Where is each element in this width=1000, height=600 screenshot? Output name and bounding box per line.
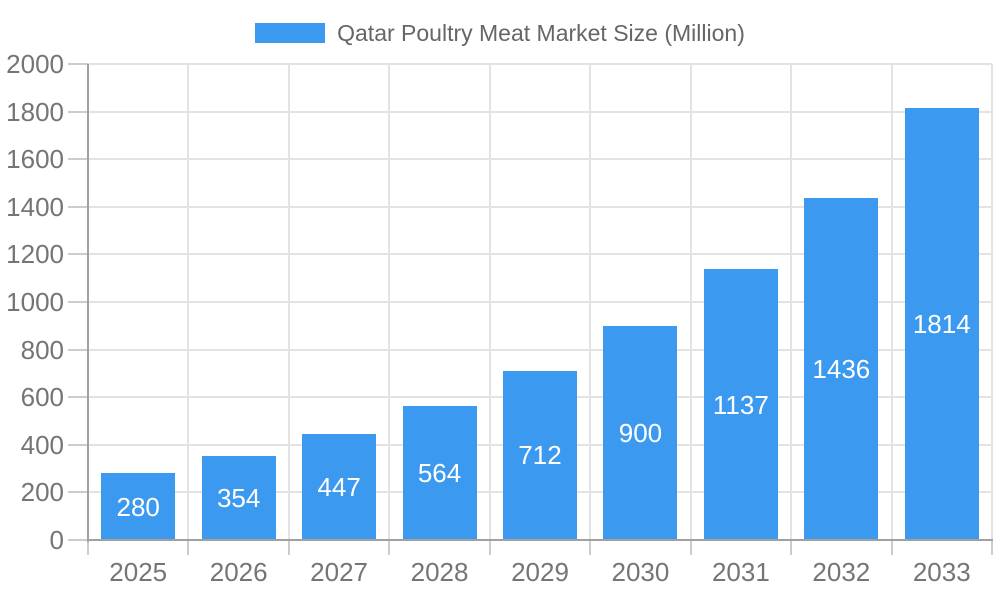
bar (703, 269, 778, 540)
bar (302, 433, 377, 540)
x-tick-label: 2027 (310, 557, 369, 587)
x-tick-label: 2030 (611, 557, 670, 587)
x-axis-tick (87, 541, 89, 555)
bar (101, 473, 176, 540)
h-gridline (88, 205, 992, 208)
bar-value-label: 1137 (712, 389, 769, 420)
h-gridline (88, 63, 992, 65)
x-axis-tick (187, 541, 190, 555)
v-gridline (689, 64, 692, 540)
x-axis-tick (589, 541, 592, 555)
bar-value-label: 1814 (912, 309, 971, 340)
y-tick-label: 800 (20, 334, 64, 365)
x-tick-label: 2028 (410, 557, 469, 587)
v-gridline (890, 64, 893, 540)
y-tick-label: 1000 (6, 287, 64, 317)
y-axis-tick (68, 253, 88, 256)
h-gridline (88, 253, 992, 256)
v-gridline (388, 64, 391, 540)
x-axis-tick (488, 541, 491, 555)
bar-value-label: 564 (417, 457, 462, 488)
bar (904, 108, 979, 540)
bar-value-label: 280 (116, 491, 160, 522)
x-tick-label: 2033 (912, 557, 971, 587)
bar-value-label: 1436 (812, 354, 871, 385)
bar-value-label: 354 (216, 482, 261, 513)
h-gridline (88, 110, 992, 113)
legend-item[interactable]: Qatar Poultry Meat Market Size (Million) (0, 19, 1000, 47)
x-tick-label: 2031 (711, 557, 770, 587)
y-tick-label: 1200 (6, 239, 64, 270)
x-axis-tick (790, 541, 793, 555)
y-axis-tick (68, 539, 88, 541)
y-tick-label: 1400 (6, 191, 64, 222)
y-axis-tick (68, 301, 88, 303)
bar (804, 198, 879, 540)
v-gridline (187, 64, 190, 540)
y-tick-label: 200 (20, 477, 64, 508)
y-tick-label: 600 (20, 382, 64, 413)
x-tick-label: 2026 (209, 557, 268, 587)
y-tick-label: 1800 (6, 96, 64, 127)
v-gridline (287, 64, 290, 540)
v-gridline (589, 64, 592, 540)
y-axis-tick (68, 348, 88, 351)
v-gridline (790, 64, 793, 540)
bar (603, 325, 678, 540)
x-axis-tick (890, 541, 893, 555)
y-tick-label: 1600 (6, 144, 64, 175)
x-tick-label: 2029 (511, 557, 569, 587)
bar (503, 370, 577, 540)
h-gridline (88, 301, 992, 303)
bar-value-label: 712 (518, 440, 562, 471)
y-axis-line (87, 64, 89, 542)
x-tick-label: 2032 (812, 557, 871, 587)
y-axis-tick (68, 158, 88, 161)
y-tick-label: 400 (20, 429, 64, 460)
v-gridline (488, 64, 491, 540)
x-axis-tick (287, 541, 290, 555)
x-tick-label: 2025 (109, 557, 168, 587)
x-axis-tick (991, 541, 993, 555)
legend-label: Qatar Poultry Meat Market Size (Million) (337, 20, 745, 46)
y-tick-label: 2000 (6, 49, 64, 79)
x-axis-tick (689, 541, 692, 555)
y-axis-tick (68, 63, 88, 65)
x-axis-line (87, 539, 993, 541)
legend-swatch (255, 23, 326, 43)
bar (201, 455, 276, 540)
y-axis-tick (68, 205, 88, 208)
y-axis-tick (68, 443, 88, 446)
bar-value-label: 447 (317, 471, 361, 502)
y-axis-tick (68, 396, 88, 399)
y-axis-tick (68, 110, 88, 113)
x-axis-tick (388, 541, 391, 555)
h-gridline (88, 158, 992, 161)
bar (402, 405, 477, 540)
v-gridline (991, 64, 993, 540)
h-gridline (88, 348, 992, 351)
y-axis-tick (68, 491, 88, 494)
y-tick-label: 0 (49, 525, 64, 555)
bar-value-label: 900 (618, 417, 663, 448)
